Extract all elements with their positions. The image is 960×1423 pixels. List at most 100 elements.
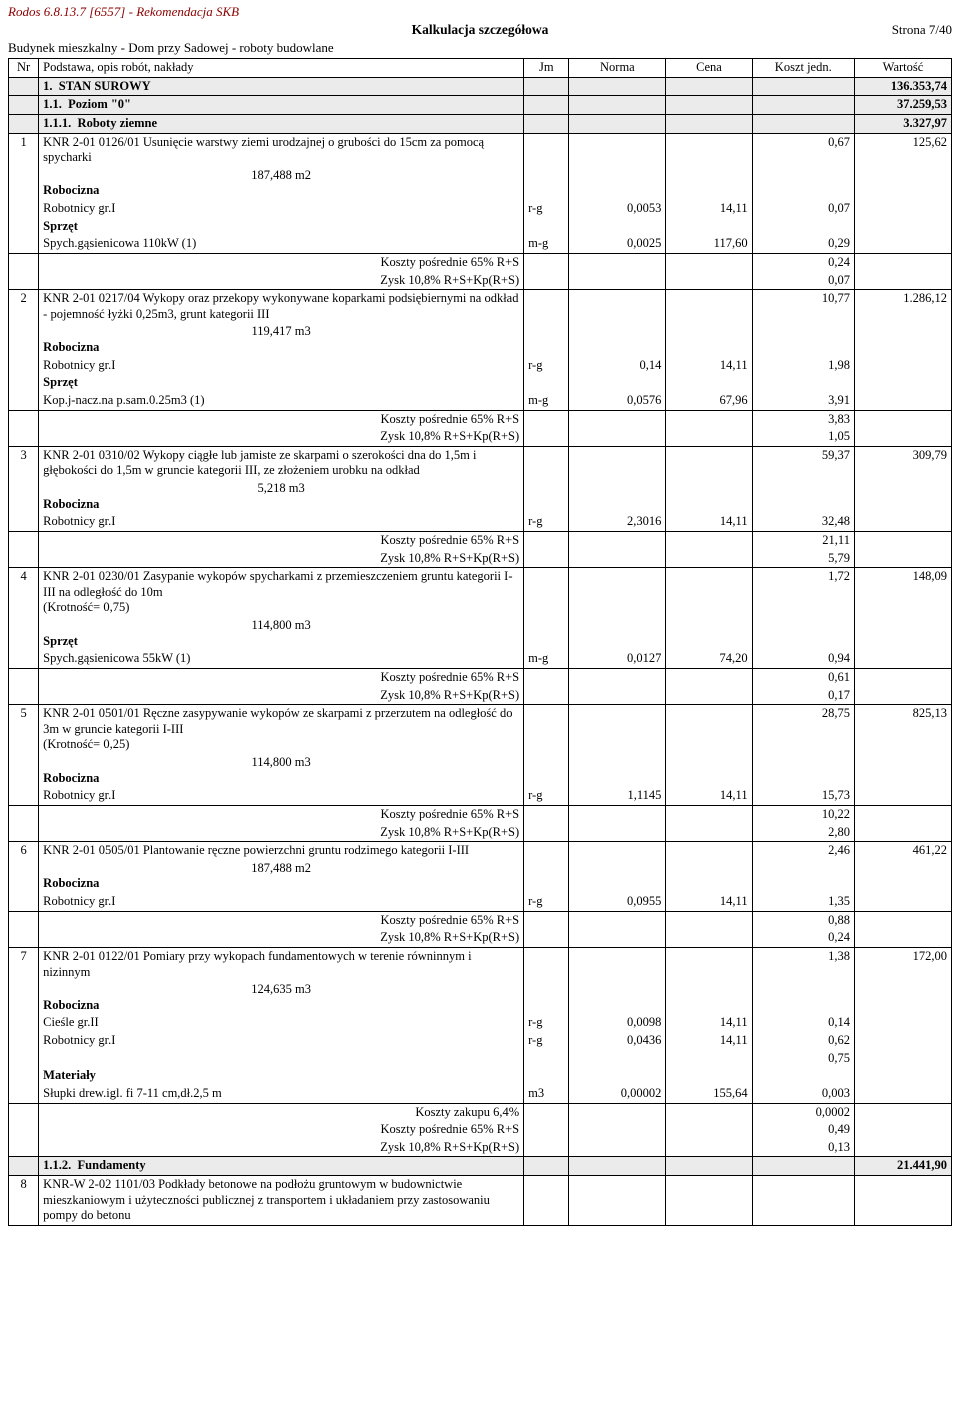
section-value: 21.441,90 (854, 1157, 951, 1176)
resource-label: Robotnicy gr.I (39, 893, 524, 911)
resource-label: Kop.j-nacz.na p.sam.0.25m3 (1) (39, 392, 524, 410)
kp-label: Koszty pośrednie 65% R+S (39, 531, 524, 549)
kz-label: Koszty zakupu 6,4% (39, 1103, 524, 1121)
resource-jm: m3 (524, 1085, 569, 1103)
kp-value: 10,22 (752, 805, 854, 823)
table-header-row: Nr Podstawa, opis robót, nakłady Jm Norm… (9, 59, 952, 78)
item-wartosc: 461,22 (854, 842, 951, 893)
item-qty: 187,488 m2 (43, 168, 519, 184)
section-row: 1.1.1. Roboty ziemne 3.327,97 (9, 114, 952, 133)
resource-koszt: 15,73 (752, 787, 854, 805)
resource-label: Robotnicy gr.I (39, 513, 524, 531)
resource-row: Robotnicy gr.I r-g 0,14 14,11 1,98 (9, 357, 952, 375)
resource-norma: 0,14 (569, 357, 666, 375)
section-num: 1.1.2. (43, 1158, 71, 1172)
item-nr: 7 (9, 947, 39, 1014)
robocizna-label: Robocizna (43, 771, 519, 787)
resource-jm: m-g (524, 235, 569, 253)
zysk-label: Zysk 10,8% R+S+Kp(R+S) (39, 1139, 524, 1157)
section-row: 1.1.2. Fundamenty 21.441,90 (9, 1157, 952, 1176)
col-jm: Jm (524, 59, 569, 78)
resource-label: Spych.gąsienicowa 55kW (1) (39, 650, 524, 668)
page-title: Kalkulacja szczegółowa (8, 22, 952, 38)
resource-jm: r-g (524, 1014, 569, 1032)
resource-koszt: 0,94 (752, 650, 854, 668)
kp-row: Koszty pośrednie 65% R+S 0,49 (9, 1121, 952, 1139)
item-desc: KNR 2-01 0505/01 Plantowanie ręczne powi… (43, 843, 519, 859)
resource-row: Robotnicy gr.I r-g 2,3016 14,11 32,48 (9, 513, 952, 531)
resource-norma: 1,1145 (569, 787, 666, 805)
resource-koszt: 0,003 (752, 1085, 854, 1103)
sprzet-label: Sprzęt (39, 218, 524, 236)
resource-label: Robotnicy gr.I (39, 787, 524, 805)
section-value: 37.259,53 (854, 96, 951, 115)
resource-norma: 0,0098 (569, 1014, 666, 1032)
col-nr: Nr (9, 59, 39, 78)
cost-table: Nr Podstawa, opis robót, nakłady Jm Norm… (8, 58, 952, 1226)
project-name: Budynek mieszkalny - Dom przy Sadowej - … (8, 40, 952, 56)
item-qty: 124,635 m3 (43, 982, 519, 998)
resource-label: Robotnicy gr.I (39, 200, 524, 218)
kp-label: Koszty pośrednie 65% R+S (39, 253, 524, 271)
item-wartosc: 125,62 (854, 133, 951, 200)
kz-row: Koszty zakupu 6,4% 0,0002 (9, 1103, 952, 1121)
item-nr: 5 (9, 705, 39, 788)
resource-row: Spych.gąsienicowa 55kW (1) m-g 0,0127 74… (9, 650, 952, 668)
zysk-label: Zysk 10,8% R+S+Kp(R+S) (39, 272, 524, 290)
item-row: 5 KNR 2-01 0501/01 Ręczne zasypywanie wy… (9, 705, 952, 788)
zysk-value: 0,13 (752, 1139, 854, 1157)
resource-koszt: 0,07 (752, 200, 854, 218)
zysk-row: Zysk 10,8% R+S+Kp(R+S) 1,05 (9, 428, 952, 446)
robocizna-label: Robocizna (43, 340, 519, 356)
zysk-value: 1,05 (752, 428, 854, 446)
kp-value: 21,11 (752, 531, 854, 549)
resource-norma: 0,0436 (569, 1032, 666, 1050)
item-nr: 3 (9, 446, 39, 513)
kp-value: 3,83 (752, 410, 854, 428)
item-row: 8 KNR-W 2-02 1101/03 Podkłady betonowe n… (9, 1176, 952, 1226)
section-value: 136.353,74 (854, 77, 951, 96)
resource-norma: 0,0025 (569, 235, 666, 253)
section-title: STAN SUROWY (59, 79, 151, 93)
item-qty: 114,800 m3 (43, 618, 519, 634)
item-desc: KNR 2-01 0501/01 Ręczne zasypywanie wyko… (43, 706, 519, 737)
kp-row: Koszty pośrednie 65% R+S 3,83 (9, 410, 952, 428)
section-num: 1.1. (43, 97, 62, 111)
resource-jm: r-g (524, 893, 569, 911)
resource-jm: m-g (524, 650, 569, 668)
page-number: Strona 7/40 (892, 22, 952, 38)
item-desc: KNR 2-01 0310/02 Wykopy ciągłe lub jamis… (43, 448, 519, 479)
item-koszt: 1,72 (752, 568, 854, 651)
kp-value: 0,49 (752, 1121, 854, 1139)
resource-label: Słupki drew.igl. fi 7-11 cm,dł.2,5 m (39, 1085, 524, 1103)
resource-cena: 155,64 (666, 1085, 752, 1103)
resource-norma: 0,00002 (569, 1085, 666, 1103)
zysk-value: 0,17 (752, 687, 854, 705)
zysk-label: Zysk 10,8% R+S+Kp(R+S) (39, 687, 524, 705)
kp-label: Koszty pośrednie 65% R+S (39, 1121, 524, 1139)
item-qty: 119,417 m3 (43, 324, 519, 340)
resource-cena: 14,11 (666, 513, 752, 531)
item-row: 6 KNR 2-01 0505/01 Plantowanie ręczne po… (9, 842, 952, 893)
item-qty: 5,218 m3 (43, 481, 519, 497)
item-desc: KNR 2-01 0122/01 Pomiary przy wykopach f… (43, 949, 519, 980)
kp-row: Koszty pośrednie 65% R+S 0,61 (9, 668, 952, 686)
item-row: 2 KNR 2-01 0217/04 Wykopy oraz przekopy … (9, 290, 952, 357)
software-header: Rodos 6.8.13.7 [6557] - Rekomendacja SKB (8, 4, 952, 20)
zysk-label: Zysk 10,8% R+S+Kp(R+S) (39, 428, 524, 446)
resource-norma: 0,0576 (569, 392, 666, 410)
zysk-row: Zysk 10,8% R+S+Kp(R+S) 5,79 (9, 550, 952, 568)
item-qty: 187,488 m2 (43, 861, 519, 877)
zysk-row: Zysk 10,8% R+S+Kp(R+S) 0,13 (9, 1139, 952, 1157)
zysk-row: Zysk 10,8% R+S+Kp(R+S) 0,07 (9, 272, 952, 290)
kp-label: Koszty pośrednie 65% R+S (39, 410, 524, 428)
resource-koszt: 0,62 (752, 1032, 854, 1050)
kp-row: Koszty pośrednie 65% R+S 0,88 (9, 911, 952, 929)
resource-row: Słupki drew.igl. fi 7-11 cm,dł.2,5 m m3 … (9, 1085, 952, 1103)
item-row: 3 KNR 2-01 0310/02 Wykopy ciągłe lub jam… (9, 446, 952, 513)
kp-row: Koszty pośrednie 65% R+S 0,24 (9, 253, 952, 271)
item-desc: KNR 2-01 0126/01 Usunięcie warstwy ziemi… (43, 135, 519, 166)
resource-norma: 0,0127 (569, 650, 666, 668)
resource-cena: 14,11 (666, 787, 752, 805)
kp-label: Koszty pośrednie 65% R+S (39, 668, 524, 686)
